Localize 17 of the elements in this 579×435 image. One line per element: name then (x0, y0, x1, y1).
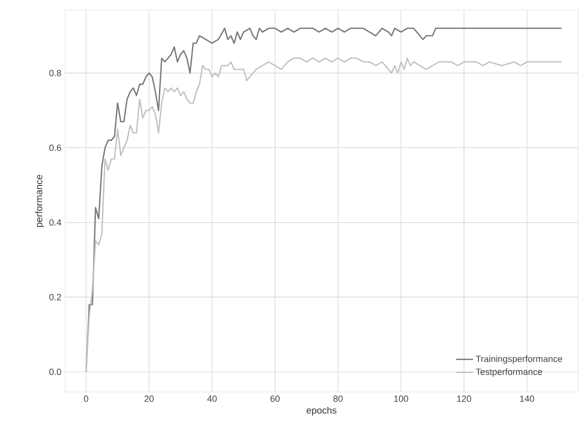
y-axis-title: performance (35, 174, 44, 227)
x-tick-label: 120 (457, 396, 472, 402)
x-tick-label: 20 (144, 396, 154, 402)
y-tick-label: 0.2 (49, 294, 62, 300)
x-tick-label: 0 (84, 396, 88, 402)
x-tick-label: 80 (333, 396, 343, 402)
legend-label: Trainingsperformance (476, 355, 562, 364)
y-tick-label: 0.8 (49, 70, 62, 76)
y-tick-label: 0.0 (49, 368, 62, 376)
x-tick-label: 40 (207, 396, 217, 402)
legend-label: Testperformance (476, 368, 542, 377)
y-tick-label: 0.6 (49, 144, 62, 151)
x-axis-title: epochs (306, 406, 336, 416)
y-tick-label: 0.4 (49, 219, 62, 226)
x-tick-label: 140 (520, 396, 534, 402)
x-tick-label: 60 (270, 396, 280, 402)
x-tick-label: 100 (394, 396, 408, 402)
